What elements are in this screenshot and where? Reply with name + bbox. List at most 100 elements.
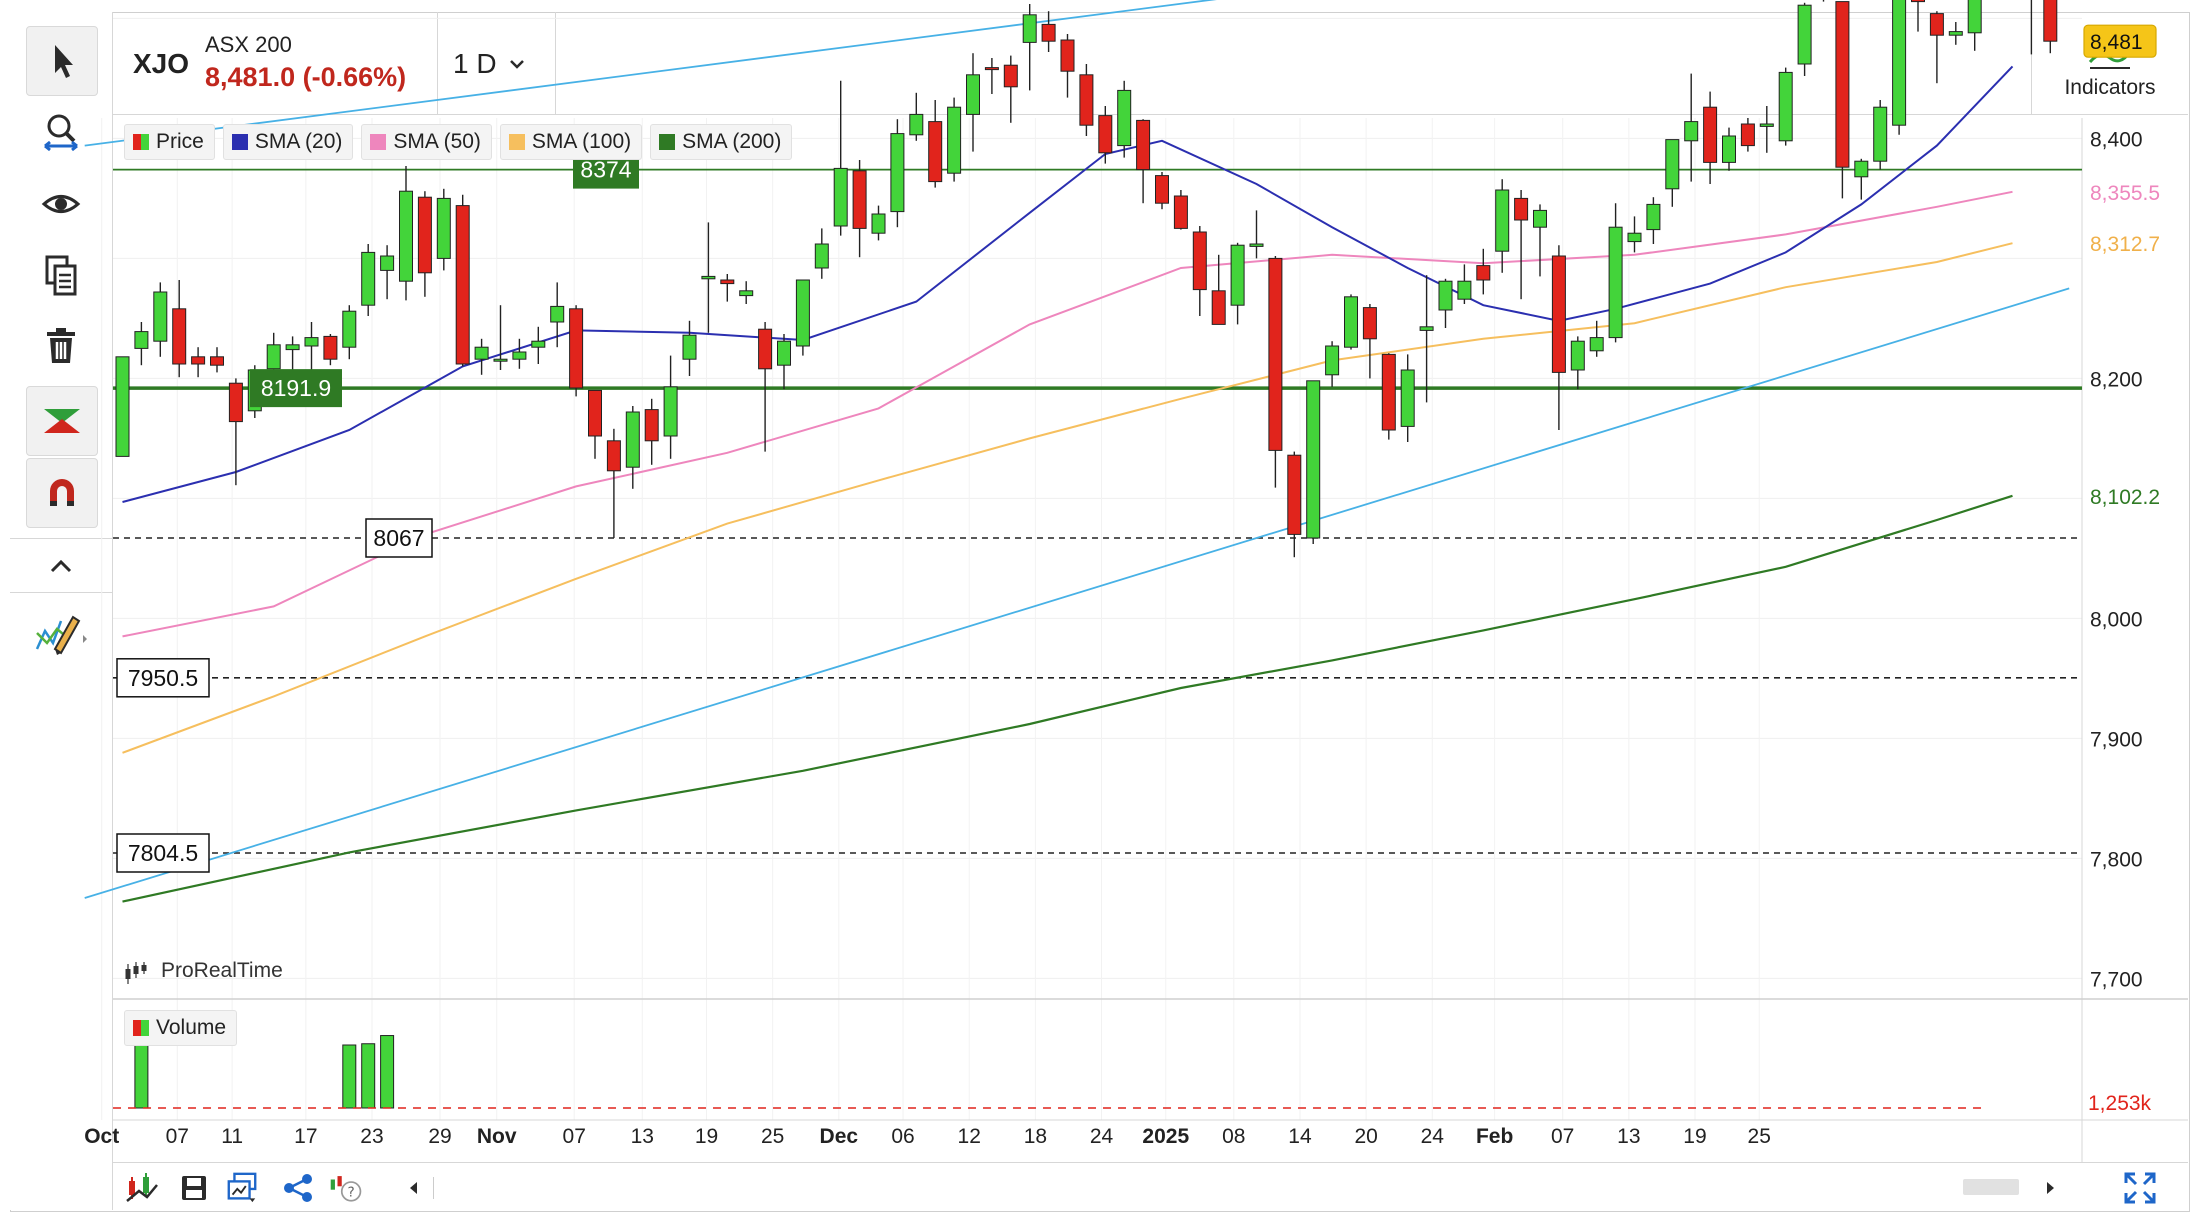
candle-body [720,279,735,285]
time-axis-label: 07 [1551,1125,1574,1148]
candle-body [1457,280,1472,300]
candle-body [1400,369,1415,427]
legend-label: SMA (50) [393,130,481,153]
volume-bars: 1,253k [113,1035,2152,1115]
price-tag: 8,102.2 [2090,486,2160,509]
volume-bar [342,1044,357,1109]
price-axis-label: 8,000 [2090,608,2143,631]
candle-body [663,386,678,437]
drawing-tool[interactable] [26,600,96,668]
legend-label: SMA (20) [254,130,343,153]
time-axis-label: 14 [1288,1125,1312,1148]
help-button[interactable]: ? [329,1171,363,1205]
price-tag: 8,481 [2090,31,2143,54]
candle-body [436,197,451,259]
cursor-arrow-icon [55,45,73,78]
volume-bar [361,1043,376,1109]
candle-body [871,213,886,234]
watermark-candle [141,965,147,971]
trendlines [84,0,2070,899]
time-axis-label: 24 [1090,1125,1114,1148]
trendline [84,287,2070,899]
candle-body [361,251,376,306]
magnifier-icon [44,114,78,152]
scroll-right-button[interactable] [2033,1171,2067,1205]
time-axis: Oct 07 11 17 23 29 Nov 07 13 19 25 Dec 06 12 18 24 2025 0… [84,1125,1771,1148]
candle-body [1438,280,1453,311]
time-axis-label: 19 [1683,1125,1706,1148]
candle-body [1722,135,1736,163]
time-axis-label: Feb [1476,1125,1513,1148]
volume-bar [380,1035,395,1109]
trade-tool[interactable] [26,386,98,456]
price-axis-label: 8,200 [2090,368,2143,391]
expand-icon [2124,1172,2156,1204]
scroll-left-button[interactable] [397,1171,431,1205]
header-divider [555,12,556,114]
candle-body [1665,139,1680,190]
pointer-tool[interactable] [26,26,98,96]
save-button[interactable] [177,1171,211,1205]
level-label: 7804.5 [128,840,198,866]
candle-body [1533,209,1547,228]
zoom-tool[interactable] [26,98,96,166]
chart-header: XJO ASX 200 8,481.0 (-0.66%) 1 D Indicat… [113,12,2188,115]
candle-body [550,305,565,323]
trade-ticket-button[interactable] [125,1171,159,1205]
candle-body [625,411,640,468]
legend-sma200[interactable]: SMA (200) [650,124,793,160]
delete-tool[interactable] [26,312,96,380]
scrollbar-track-start [433,1177,438,1199]
legend-sma20[interactable]: SMA (20) [222,124,354,160]
candle-body [380,255,395,271]
magnet-tool[interactable] [26,458,98,528]
candle-body [1344,296,1358,348]
candle-body [1249,243,1264,247]
level-label-box [116,833,210,873]
price-swatch-icon [133,134,149,150]
candle-body [777,340,791,366]
timeframe-selector[interactable]: 1 D [453,48,525,80]
chevron-up-icon [50,559,72,573]
buy-sell-icon [44,409,80,433]
legend-volume[interactable]: Volume [124,1010,238,1046]
level-label: 8374 [580,157,631,183]
collapse-tools-button[interactable] [26,542,96,590]
legend-price[interactable]: Price [124,124,215,160]
chart-trade-icon [126,1173,158,1202]
symbol-ticker[interactable]: XJO [133,48,190,79]
watermark-candle [133,966,139,974]
candle-body [342,310,357,348]
candle-body [1268,257,1283,451]
price-tag-box [2084,175,2182,208]
volume-swatch-icon [133,1020,149,1036]
layouts-button[interactable] [225,1171,259,1205]
candle-body [1230,244,1245,306]
time-axis-label: 07 [563,1125,586,1148]
legend-sma50[interactable]: SMA (50) [361,124,492,160]
sma200-line [122,494,2013,903]
time-axis-label: 25 [1748,1125,1771,1148]
candle-body [1211,290,1226,325]
candle-body [814,243,829,269]
candle-body [1948,31,1963,36]
time-axis-label: 17 [294,1125,317,1148]
level-label: 7950.5 [128,665,198,691]
time-axis-label: 07 [166,1125,189,1148]
candle-body [1967,0,1982,34]
watermark-candle [125,969,131,979]
legend-sma100[interactable]: SMA (100) [499,124,643,160]
volume-legend: Volume [124,1010,238,1046]
share-button[interactable] [281,1171,315,1205]
legend: Price SMA (20) SMA (50) SMA (100) SMA (2… [124,124,793,160]
visibility-tool[interactable] [26,170,96,238]
scrollbar-thumb[interactable] [1963,1179,2019,1195]
level-label-box [250,369,342,408]
time-axis-label: 20 [1354,1125,1377,1148]
fullscreen-button[interactable] [2123,1171,2157,1205]
price-tag-box [2084,227,2182,260]
eye-icon [41,195,81,213]
copy-tool[interactable] [26,242,96,310]
volume-level-label: 1,253k [2088,1092,2152,1115]
